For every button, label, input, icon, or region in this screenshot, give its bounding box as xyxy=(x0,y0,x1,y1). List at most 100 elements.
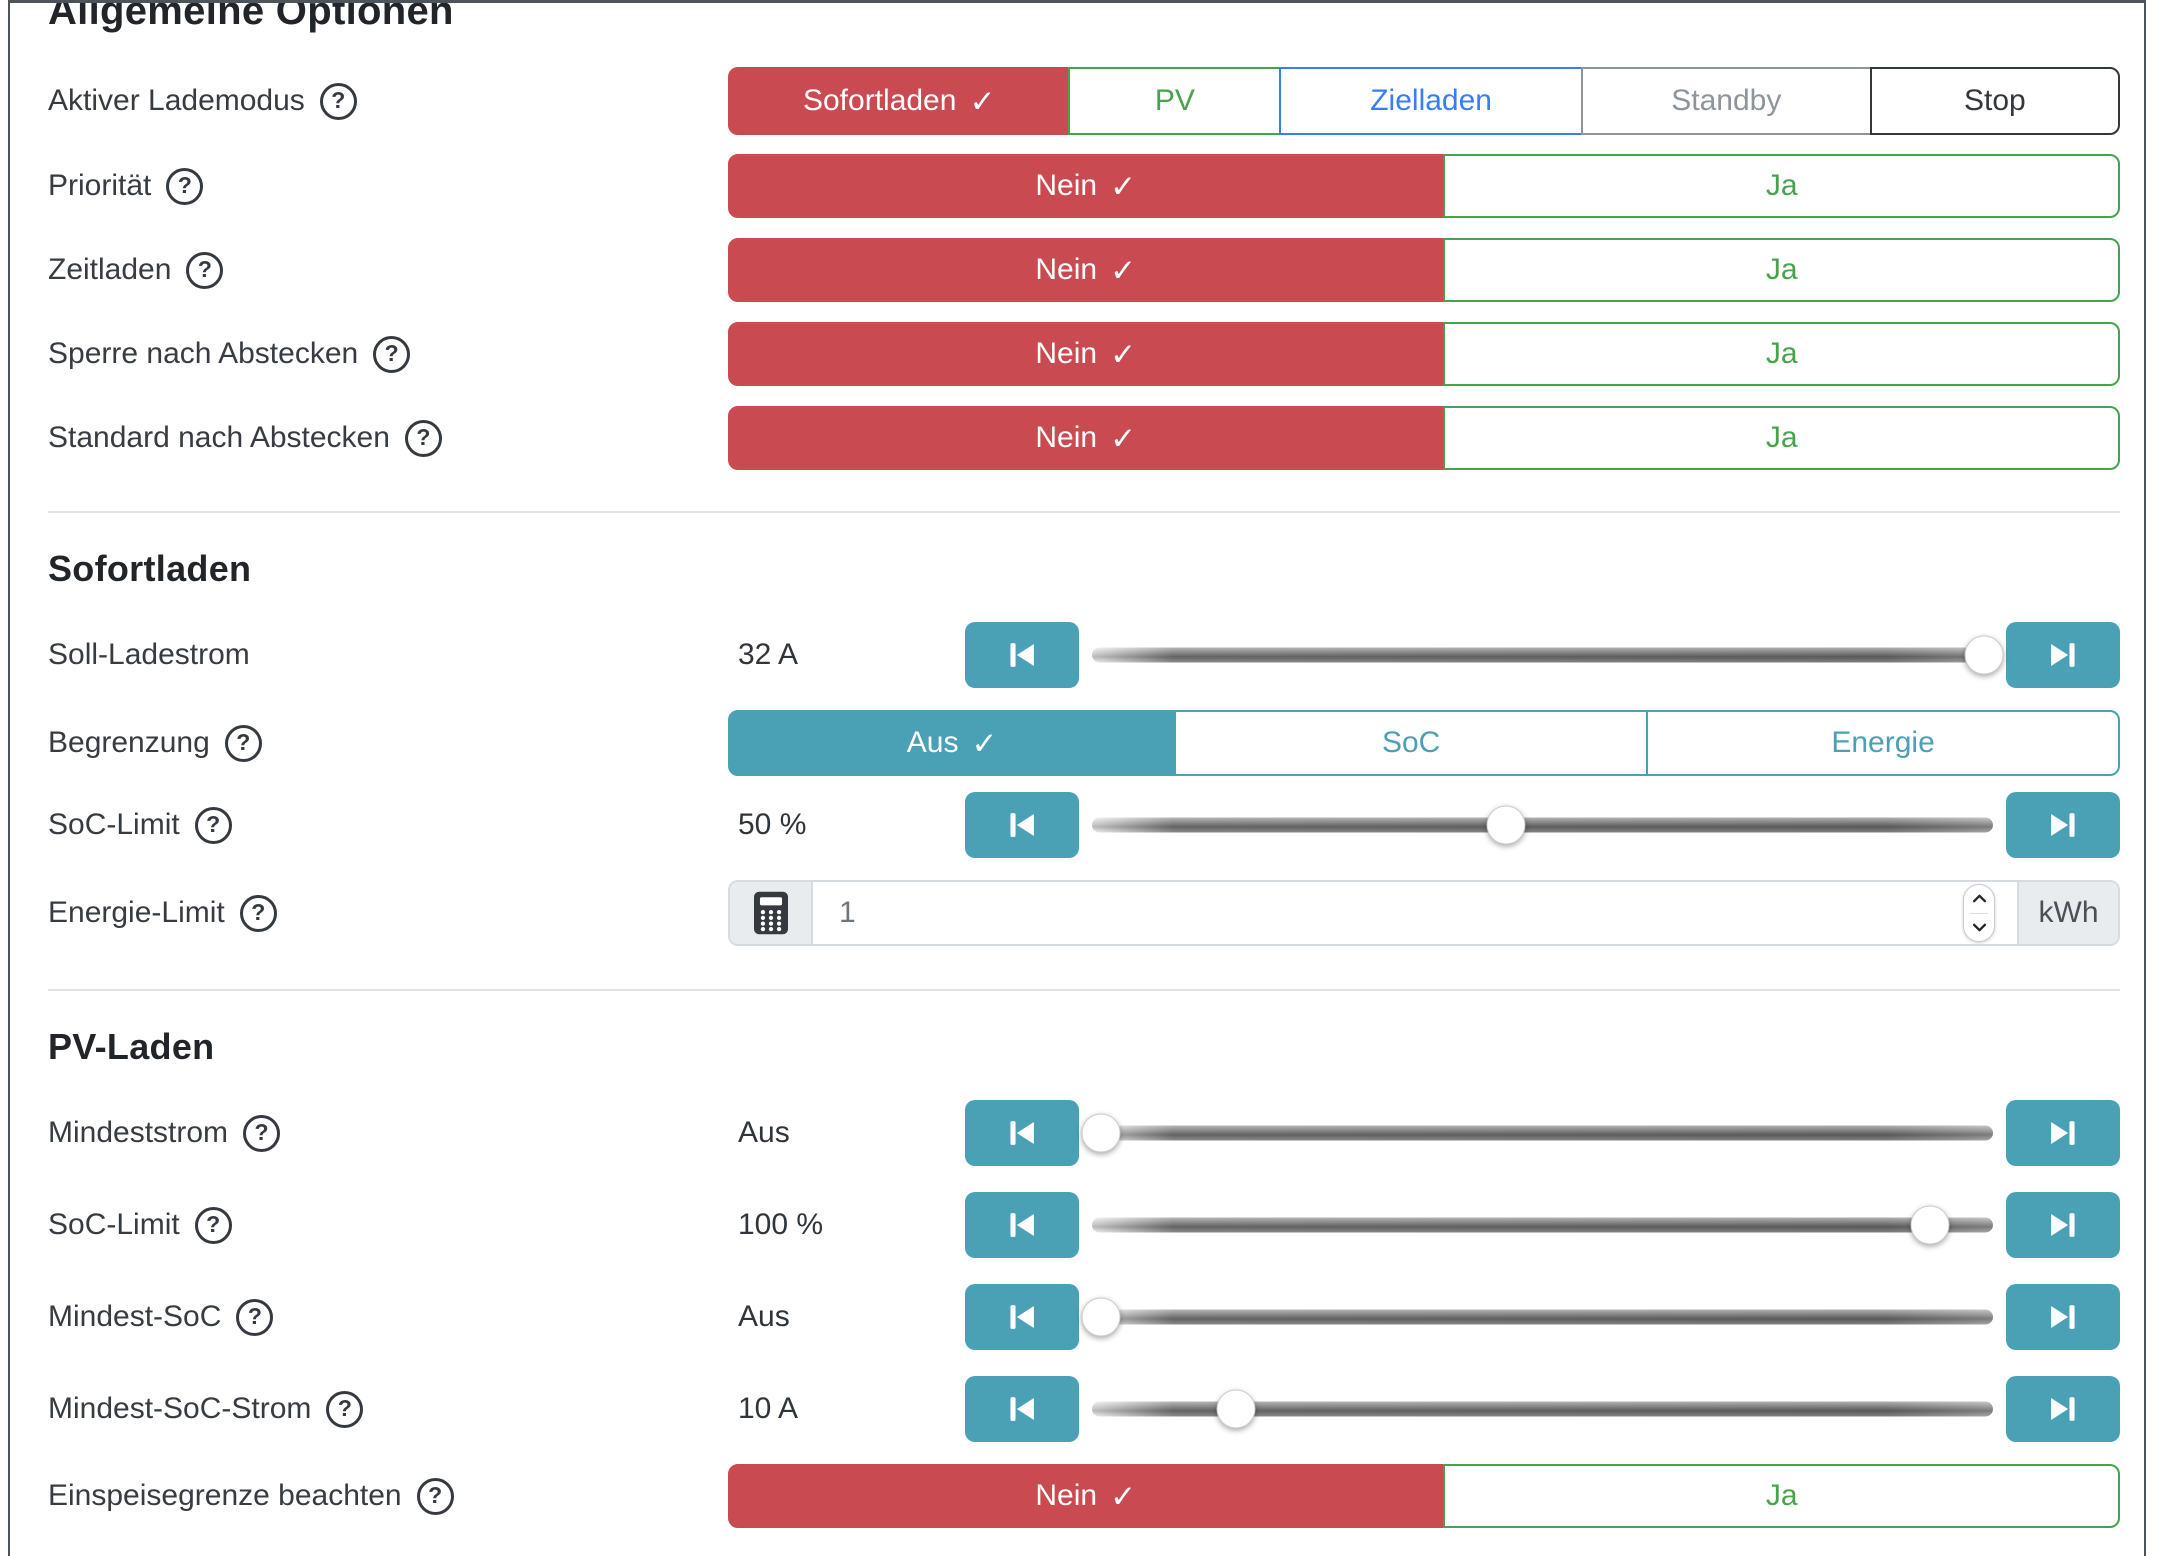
sperre-toggle-group: Nein ✓ Ja xyxy=(728,322,2120,386)
slider-track[interactable] xyxy=(1092,647,1993,663)
skip-start-icon xyxy=(1010,1397,1034,1421)
help-icon[interactable]: ? xyxy=(166,167,204,205)
skip-end-icon xyxy=(2051,643,2075,667)
skip-start-icon xyxy=(1010,1213,1034,1237)
mode-button-pv[interactable]: PV xyxy=(1068,67,1282,135)
mindest-soc-strom-value: 10 A xyxy=(738,1392,799,1425)
soc-limit-pv-slider[interactable] xyxy=(1092,1192,1993,1258)
soll-ladestrom-value: 32 A xyxy=(738,638,799,671)
row-sperre-nach-abstecken: Sperre nach Abstecken ? Nein ✓ Ja xyxy=(48,322,2120,386)
check-icon: ✓ xyxy=(1110,168,1137,204)
row-label-begrenzung: Begrenzung ? xyxy=(48,724,728,762)
slider-track[interactable] xyxy=(1092,1217,1993,1233)
skip-to-min-button[interactable] xyxy=(965,1284,1079,1350)
skip-end-icon xyxy=(2051,1397,2075,1421)
button-label: Aus xyxy=(906,726,959,759)
soll-ladestrom-slider[interactable] xyxy=(1092,622,2004,688)
help-icon[interactable]: ? xyxy=(404,419,442,457)
label-text: SoC-Limit xyxy=(48,808,180,841)
mode-button-zielladen[interactable]: Zielladen xyxy=(1279,67,1583,135)
slider-track[interactable] xyxy=(1092,817,1993,833)
label-text: Einspeisegrenze beachten xyxy=(48,1479,402,1512)
soc-limit-slider[interactable] xyxy=(1092,792,1993,858)
mindest-soc-slider[interactable] xyxy=(1081,1284,1993,1350)
prioritaet-ja-button[interactable]: Ja xyxy=(1443,154,2120,218)
slider-thumb[interactable] xyxy=(1081,1113,1121,1153)
skip-start-icon xyxy=(1010,1121,1034,1145)
zeitladen-nein-button[interactable]: Nein ✓ xyxy=(728,238,1444,302)
label-text: Begrenzung xyxy=(48,726,210,759)
help-icon[interactable]: ? xyxy=(236,1298,274,1336)
number-stepper[interactable] xyxy=(1963,884,1995,942)
help-icon[interactable]: ? xyxy=(319,82,357,120)
help-icon[interactable]: ? xyxy=(194,806,232,844)
skip-to-min-button[interactable] xyxy=(965,1376,1079,1442)
skip-to-max-button[interactable] xyxy=(2006,622,2120,688)
skip-to-max-button[interactable] xyxy=(2006,1192,2120,1258)
prioritaet-toggle-group: Nein ✓ Ja xyxy=(728,154,2120,218)
slider-track[interactable] xyxy=(1092,1125,1993,1141)
skip-end-icon xyxy=(2051,813,2075,837)
help-icon[interactable]: ? xyxy=(243,1114,281,1152)
mindeststrom-value: Aus xyxy=(738,1116,790,1149)
slider-thumb[interactable] xyxy=(1216,1389,1256,1429)
slider-thumb[interactable] xyxy=(1486,805,1526,845)
einspeisegrenze-ja-button[interactable]: Ja xyxy=(1443,1464,2120,1528)
zeitladen-ja-button[interactable]: Ja xyxy=(1443,238,2120,302)
skip-to-min-button[interactable] xyxy=(965,792,1079,858)
skip-to-min-button[interactable] xyxy=(965,1192,1079,1258)
energie-limit-input-group: kWh xyxy=(728,880,2120,946)
help-icon[interactable]: ? xyxy=(194,1206,232,1244)
help-icon[interactable]: ? xyxy=(326,1390,364,1428)
mindest-soc-strom-slider[interactable] xyxy=(1092,1376,1993,1442)
sperre-nein-button[interactable]: Nein ✓ xyxy=(728,322,1444,386)
check-icon: ✓ xyxy=(1110,252,1137,288)
skip-to-min-button[interactable] xyxy=(965,622,1079,688)
slider-track[interactable] xyxy=(1092,1309,1993,1325)
skip-to-min-button[interactable] xyxy=(965,1100,1079,1166)
mindeststrom-slider[interactable] xyxy=(1081,1100,1993,1166)
slider-thumb[interactable] xyxy=(1964,635,2004,675)
stepper-up-icon xyxy=(1972,894,1986,903)
check-icon: ✓ xyxy=(1110,420,1137,456)
help-icon[interactable]: ? xyxy=(239,894,277,932)
begrenzung-energie-button[interactable]: Energie xyxy=(1646,710,2120,776)
standard-ja-button[interactable]: Ja xyxy=(1443,406,2120,470)
help-icon[interactable]: ? xyxy=(373,335,411,373)
row-label-mindeststrom: Mindeststrom ? xyxy=(48,1114,728,1152)
sperre-ja-button[interactable]: Ja xyxy=(1443,322,2120,386)
slider-thumb[interactable] xyxy=(1081,1297,1121,1337)
help-icon[interactable]: ? xyxy=(416,1477,454,1515)
mode-button-sofortladen[interactable]: Sofortladen ✓ xyxy=(728,67,1071,135)
skip-to-max-button[interactable] xyxy=(2006,792,2120,858)
skip-to-max-button[interactable] xyxy=(2006,1284,2120,1350)
help-icon[interactable]: ? xyxy=(224,724,262,762)
label-text: Sperre nach Abstecken xyxy=(48,337,359,370)
slider-track[interactable] xyxy=(1092,1401,1993,1417)
begrenzung-soc-button[interactable]: SoC xyxy=(1174,710,1649,776)
zeitladen-toggle-group: Nein ✓ Ja xyxy=(728,238,2120,302)
row-einspeisegrenze: Einspeisegrenze beachten ? Nein ✓ Ja xyxy=(48,1464,2120,1528)
label-text: Zeitladen xyxy=(48,253,172,286)
standard-nein-button[interactable]: Nein ✓ xyxy=(728,406,1444,470)
begrenzung-aus-button[interactable]: Aus ✓ xyxy=(728,710,1177,776)
help-icon[interactable]: ? xyxy=(186,251,224,289)
slider-thumb[interactable] xyxy=(1910,1205,1950,1245)
skip-to-max-button[interactable] xyxy=(2006,1376,2120,1442)
row-mindest-soc: Mindest-SoC ? Aus xyxy=(48,1284,2120,1350)
energie-limit-input[interactable] xyxy=(813,882,2017,944)
label-text: Standard nach Abstecken xyxy=(48,421,390,454)
skip-to-max-button[interactable] xyxy=(2006,1100,2120,1166)
calculator-icon xyxy=(753,891,788,935)
mode-button-stop[interactable]: Stop xyxy=(1869,67,2120,135)
skip-end-icon xyxy=(2051,1213,2075,1237)
prioritaet-nein-button[interactable]: Nein ✓ xyxy=(728,154,1444,218)
row-label-energie-limit: Energie-Limit ? xyxy=(48,894,728,932)
label-text: Aktiver Lademodus xyxy=(48,84,305,117)
row-soll-ladestrom: Soll-Ladestrom 32 A xyxy=(48,622,2120,688)
soc-limit-value: 50 % xyxy=(738,808,807,841)
mode-button-standby[interactable]: Standby xyxy=(1580,67,1872,135)
row-label-standard-nach-abstecken: Standard nach Abstecken ? xyxy=(48,419,728,457)
einspeisegrenze-nein-button[interactable]: Nein ✓ xyxy=(728,1464,1444,1528)
calculator-addon[interactable] xyxy=(730,882,813,944)
